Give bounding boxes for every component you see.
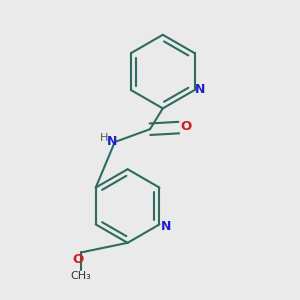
Text: N: N xyxy=(195,83,206,97)
Text: O: O xyxy=(180,121,191,134)
Text: H: H xyxy=(100,133,109,143)
Text: CH₃: CH₃ xyxy=(71,271,92,281)
Text: N: N xyxy=(161,220,172,232)
Text: O: O xyxy=(72,253,84,266)
Text: N: N xyxy=(106,135,117,148)
